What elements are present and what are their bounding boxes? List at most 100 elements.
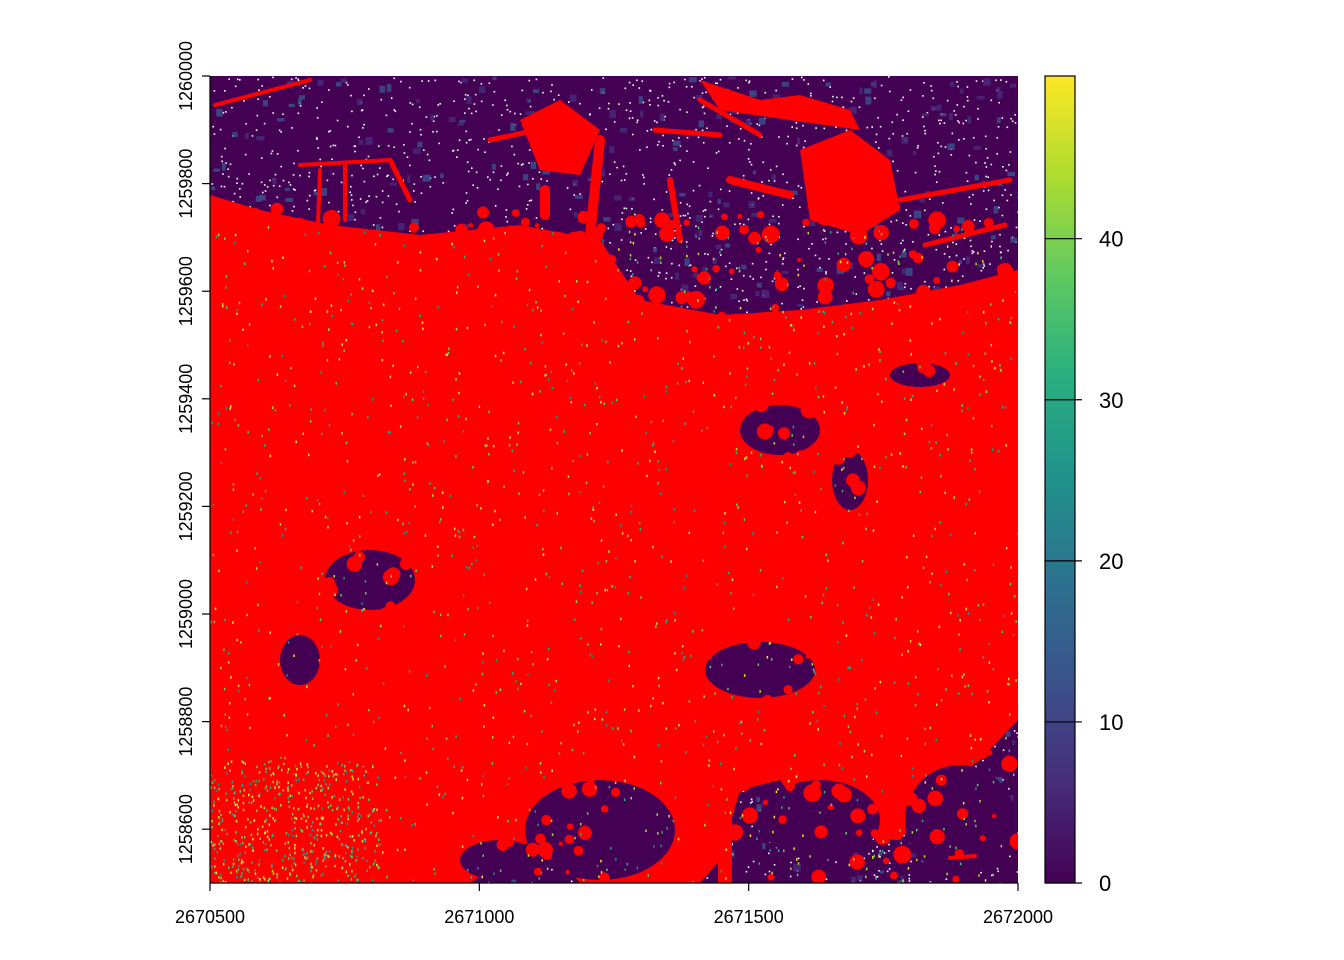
nodata-pixel	[738, 138, 740, 140]
nodata-pixel	[823, 230, 826, 232]
nodata-pixel	[447, 230, 450, 233]
low-height-patch	[762, 843, 766, 850]
nodata-pixel	[294, 189, 296, 191]
low-height-patch	[921, 113, 929, 117]
nodata-pixel	[1011, 120, 1014, 122]
low-height-patch	[211, 186, 216, 191]
nodata-pixel	[1017, 196, 1018, 198]
nodata-pixel	[703, 112, 706, 115]
nodata-pixel	[353, 145, 356, 148]
nodata-pixel	[498, 129, 500, 131]
nodata-pixel	[980, 871, 982, 874]
nodata-pixel	[379, 217, 382, 219]
nodata-pixel	[528, 162, 530, 164]
nodata-pixel	[665, 277, 667, 280]
low-height-patch	[360, 208, 366, 215]
nodata-pixel	[704, 209, 706, 211]
nodata-pixel	[768, 223, 771, 226]
nodata-pixel	[948, 256, 951, 258]
nodata-pixel	[289, 184, 292, 186]
nodata-pixel	[748, 148, 750, 151]
nodata-pixel	[993, 199, 995, 202]
nodata-pixel	[220, 155, 223, 158]
nodata-pixel	[879, 850, 881, 852]
nodata-pixel	[836, 96, 838, 99]
nodata-pixel	[1009, 151, 1012, 153]
nodata-pixel	[764, 91, 767, 94]
nodata-pixel	[761, 181, 763, 183]
nodata-pixel	[997, 126, 1000, 128]
low-height-patch	[614, 223, 622, 231]
nodata-pixel	[704, 215, 706, 218]
nodata-pixel	[795, 144, 798, 147]
low-height-patch	[417, 141, 423, 148]
nodata-pixel	[957, 279, 960, 282]
nodata-pixel	[967, 99, 969, 102]
nodata-pixel	[997, 870, 999, 873]
nodata-pixel	[975, 765, 977, 768]
low-height-patch	[422, 174, 431, 182]
nodata-pixel	[760, 276, 762, 279]
nodata-pixel	[269, 204, 271, 207]
nodata-pixel	[968, 154, 971, 157]
nodata-pixel	[436, 130, 438, 133]
nodata-pixel	[775, 89, 777, 92]
nodata-pixel	[768, 179, 770, 182]
nodata-pixel	[876, 875, 879, 878]
nodata-pixel	[749, 161, 751, 163]
nodata-pixel	[316, 138, 318, 140]
nodata-pixel	[220, 185, 223, 188]
nodata-pixel	[350, 194, 353, 196]
nodata-pixel	[772, 215, 774, 218]
nodata-pixel	[1009, 855, 1011, 858]
low-height-patch	[727, 76, 736, 80]
nodata-pixel	[1008, 788, 1010, 790]
low-height-patch	[525, 111, 534, 115]
nodata-pixel	[907, 110, 910, 112]
low-height-patch	[886, 291, 891, 297]
nodata-pixel	[570, 880, 573, 883]
nodata-pixel	[790, 861, 792, 864]
nodata-pixel	[628, 117, 631, 120]
low-height-patch	[679, 192, 686, 197]
low-height-patch	[851, 876, 857, 883]
nodata-pixel	[854, 276, 856, 278]
nodata-pixel	[483, 138, 485, 140]
low-height-patch	[340, 78, 347, 83]
low-height-patch	[653, 247, 657, 253]
nodata-pixel	[381, 201, 384, 204]
nodata-pixel	[930, 85, 932, 87]
low-height-patch	[478, 86, 486, 93]
nodata-pixel	[822, 79, 825, 82]
low-height-patch	[365, 137, 373, 145]
low-height-patch	[412, 148, 421, 154]
nodata-pixel	[280, 131, 282, 133]
nodata-pixel	[694, 285, 697, 287]
nodata-pixel	[982, 263, 985, 265]
nodata-pixel	[750, 163, 753, 166]
nodata-pixel	[409, 230, 411, 232]
low-height-patch	[930, 105, 939, 111]
nodata-pixel	[735, 267, 738, 270]
low-height-patch	[232, 131, 238, 138]
nodata-pixel	[678, 137, 680, 139]
nodata-pixel	[493, 90, 496, 93]
nodata-pixel	[380, 98, 383, 101]
nodata-pixel	[747, 218, 750, 221]
nodata-pixel	[684, 78, 686, 81]
nodata-pixel	[624, 87, 627, 90]
nodata-pixel	[464, 94, 467, 96]
nodata-pixel	[409, 131, 411, 133]
nodata-pixel	[825, 271, 827, 273]
nodata-pixel	[648, 99, 651, 102]
low-height-patch	[430, 114, 435, 121]
nodata-pixel	[846, 300, 848, 302]
nodata-pixel	[679, 215, 682, 217]
nodata-pixel	[309, 194, 311, 197]
nodata-pixel	[527, 183, 529, 186]
nodata-pixel	[731, 843, 733, 845]
nodata-pixel	[656, 121, 658, 124]
low-height-patch	[730, 293, 737, 300]
nodata-pixel	[679, 202, 682, 204]
